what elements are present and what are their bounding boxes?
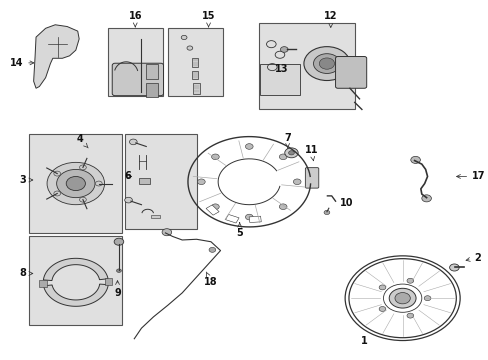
- FancyBboxPatch shape: [305, 168, 318, 188]
- Circle shape: [186, 46, 192, 50]
- Circle shape: [208, 247, 215, 252]
- Circle shape: [388, 288, 415, 308]
- Circle shape: [448, 264, 458, 271]
- Circle shape: [324, 210, 329, 215]
- Bar: [260, 64, 299, 95]
- Bar: [151, 215, 160, 218]
- Circle shape: [80, 165, 86, 170]
- Bar: [191, 71, 198, 80]
- Bar: [104, 278, 112, 285]
- Text: 8: 8: [19, 269, 33, 279]
- Text: 11: 11: [304, 145, 318, 161]
- Circle shape: [47, 162, 104, 205]
- Text: 7: 7: [284, 133, 290, 148]
- Circle shape: [410, 156, 420, 163]
- Circle shape: [181, 35, 186, 40]
- Circle shape: [421, 195, 430, 202]
- Text: 14: 14: [10, 58, 34, 68]
- Circle shape: [424, 296, 430, 301]
- Circle shape: [197, 179, 205, 185]
- Circle shape: [280, 47, 287, 52]
- Bar: [167, 28, 223, 96]
- Bar: [40, 280, 47, 287]
- Text: 5: 5: [236, 222, 243, 238]
- Circle shape: [245, 214, 253, 220]
- Bar: [258, 23, 354, 109]
- Circle shape: [313, 54, 340, 73]
- FancyBboxPatch shape: [335, 57, 366, 88]
- Circle shape: [304, 47, 349, 81]
- Circle shape: [279, 154, 286, 159]
- Bar: [225, 215, 239, 223]
- Circle shape: [406, 313, 413, 318]
- Text: 18: 18: [203, 272, 217, 287]
- Text: 16: 16: [128, 11, 142, 27]
- Bar: [146, 83, 158, 97]
- Circle shape: [162, 229, 171, 236]
- Circle shape: [80, 197, 86, 202]
- Bar: [205, 205, 219, 215]
- Circle shape: [66, 176, 85, 190]
- Circle shape: [284, 148, 298, 158]
- Circle shape: [279, 204, 286, 210]
- Circle shape: [95, 181, 102, 186]
- Circle shape: [211, 154, 219, 159]
- Bar: [249, 216, 261, 222]
- Circle shape: [319, 58, 334, 69]
- Circle shape: [129, 139, 137, 145]
- Bar: [191, 58, 198, 67]
- Text: 9: 9: [114, 281, 121, 298]
- Bar: [124, 134, 196, 229]
- Bar: [29, 134, 122, 233]
- Circle shape: [124, 197, 132, 203]
- Text: 2: 2: [465, 253, 480, 262]
- Bar: [193, 83, 200, 94]
- Bar: [29, 237, 122, 325]
- Text: 4: 4: [77, 134, 88, 148]
- Text: 12: 12: [324, 11, 337, 27]
- Text: 10: 10: [340, 198, 353, 208]
- Text: 3: 3: [19, 175, 33, 185]
- Text: 6: 6: [124, 171, 131, 181]
- FancyBboxPatch shape: [112, 63, 163, 96]
- Circle shape: [406, 278, 413, 283]
- Circle shape: [57, 170, 95, 198]
- Circle shape: [54, 191, 61, 196]
- Circle shape: [211, 204, 219, 210]
- Circle shape: [114, 238, 123, 245]
- Circle shape: [378, 306, 385, 311]
- Circle shape: [288, 151, 294, 155]
- Text: 13: 13: [275, 64, 288, 74]
- Bar: [139, 178, 149, 184]
- Polygon shape: [43, 284, 108, 306]
- Circle shape: [116, 269, 121, 273]
- Circle shape: [293, 179, 301, 185]
- Circle shape: [394, 293, 409, 304]
- Polygon shape: [43, 258, 108, 280]
- Circle shape: [245, 144, 253, 149]
- Text: 15: 15: [202, 11, 215, 27]
- Bar: [146, 64, 158, 80]
- Circle shape: [54, 171, 61, 176]
- Circle shape: [378, 285, 385, 290]
- Bar: [108, 28, 163, 96]
- Polygon shape: [34, 25, 79, 88]
- Text: 1: 1: [360, 336, 367, 346]
- Text: 17: 17: [456, 171, 485, 181]
